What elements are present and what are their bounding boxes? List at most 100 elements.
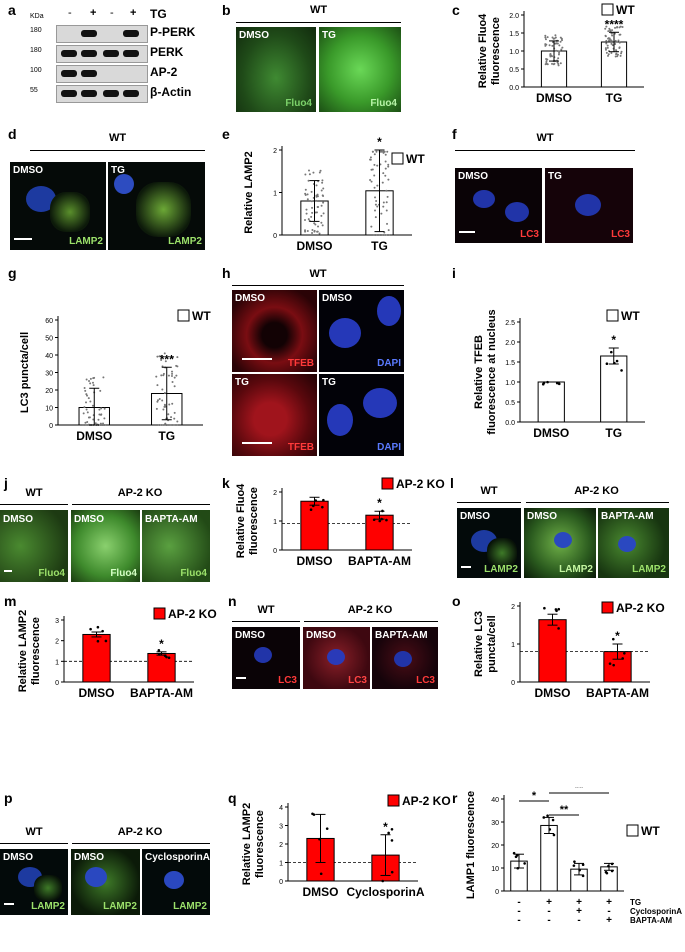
data-point xyxy=(374,209,377,212)
significance-marker: ** xyxy=(575,787,584,794)
group-underline xyxy=(0,504,68,505)
treatment-sign: - xyxy=(517,897,520,908)
data-point xyxy=(371,150,374,153)
data-point xyxy=(96,625,100,629)
data-point xyxy=(615,49,618,52)
bar xyxy=(603,651,632,683)
data-point xyxy=(320,214,323,217)
data-point xyxy=(608,662,612,665)
y-axis-label: LC3 puncta/cell xyxy=(19,332,31,413)
data-point xyxy=(89,382,92,385)
micrograph-condition-label: DMSO xyxy=(239,30,269,41)
y-tick-label: 40 xyxy=(491,797,499,804)
data-point xyxy=(620,52,623,55)
y-tick-label: 0.5 xyxy=(509,67,519,74)
x-category-label: DMSO xyxy=(536,91,572,105)
data-point xyxy=(171,424,174,426)
y-tick-label: 0.0 xyxy=(505,420,515,427)
y-tick-label: 30 xyxy=(45,371,53,378)
micrograph-condition-label: DMSO xyxy=(3,514,33,525)
treatment-sign: - xyxy=(577,915,580,926)
legend-swatch xyxy=(601,601,614,614)
micrograph-stain-label: Fluo4 xyxy=(38,568,65,579)
micrograph-tfeb-dmso: DMSO TFEB xyxy=(232,290,317,372)
data-point xyxy=(155,407,158,410)
data-point xyxy=(557,64,560,67)
data-point xyxy=(304,229,307,232)
group-header-wt: WT xyxy=(257,604,275,616)
data-point xyxy=(620,50,623,53)
micrograph-stain-label: LAMP2 xyxy=(484,564,518,575)
panel-label-i: i xyxy=(452,265,456,281)
data-point xyxy=(382,172,385,175)
group-underline xyxy=(30,150,205,151)
data-point xyxy=(553,62,556,65)
micrograph-stain-label: LAMP2 xyxy=(168,236,202,247)
y-tick-label: 0.5 xyxy=(505,400,515,407)
data-point xyxy=(101,629,104,633)
data-point xyxy=(86,424,89,426)
micrograph-condition-label: TG xyxy=(111,165,125,176)
group-underline xyxy=(72,843,210,844)
y-tick-label: 0 xyxy=(273,548,277,555)
panel-label-p: p xyxy=(4,790,13,806)
data-point xyxy=(315,211,318,214)
data-point xyxy=(317,206,320,209)
y-axis-label: puncta/cell xyxy=(486,615,498,672)
data-point xyxy=(545,60,548,63)
data-point xyxy=(551,818,555,822)
bar xyxy=(82,633,111,683)
data-point xyxy=(161,399,164,402)
y-tick-label: 1.5 xyxy=(509,31,519,38)
group-underline xyxy=(236,22,401,23)
data-point xyxy=(85,378,88,381)
bar xyxy=(147,652,176,683)
data-point xyxy=(616,40,619,43)
y-tick-label: 2.5 xyxy=(505,320,515,327)
tg-label: TG xyxy=(150,7,167,21)
legend-swatch xyxy=(381,477,394,490)
blot-strip-perk xyxy=(56,45,148,63)
data-point xyxy=(315,199,318,202)
micrograph-condition-label: DMSO xyxy=(3,852,33,863)
micrograph-lamp2-wt: DMSO LAMP2 xyxy=(0,849,68,915)
group-underline xyxy=(304,621,438,622)
data-point xyxy=(386,222,389,225)
data-point xyxy=(158,398,161,401)
data-point xyxy=(554,36,557,39)
data-point xyxy=(160,374,163,377)
data-point xyxy=(321,179,324,182)
data-point xyxy=(167,374,170,377)
data-point xyxy=(98,413,101,416)
panel-label-g: g xyxy=(8,265,17,281)
data-point xyxy=(605,51,608,54)
data-point xyxy=(614,39,617,42)
data-point xyxy=(164,405,167,408)
significance-marker: * xyxy=(615,629,620,643)
data-point xyxy=(621,25,624,28)
data-point xyxy=(604,35,607,38)
legend-swatch xyxy=(601,3,614,16)
data-point xyxy=(173,411,176,414)
data-point xyxy=(376,164,379,167)
significance-marker: ** xyxy=(560,804,569,816)
y-tick-label: 0 xyxy=(273,233,277,240)
data-point xyxy=(614,55,617,58)
micrograph-stain-label: LAMP2 xyxy=(103,901,137,912)
chart-lc3-puncta-wt: 0 10 20 30 40 50 60 LC3 puncta/cell DMSO *** TG WT xyxy=(19,309,211,443)
data-point xyxy=(572,864,576,867)
x-category-label: DMSO xyxy=(303,885,339,899)
data-point xyxy=(175,424,178,426)
data-point xyxy=(311,211,314,214)
data-point xyxy=(555,609,558,613)
data-point xyxy=(620,369,623,372)
treatment-sign: + xyxy=(576,897,582,908)
micrograph-fluo4-ko-dmso: DMSO Fluo4 xyxy=(71,510,140,582)
data-point xyxy=(322,194,325,197)
y-tick-label: 0 xyxy=(279,879,283,886)
micrograph-lc3-tg: TG LC3 xyxy=(545,168,633,243)
data-point xyxy=(616,53,619,56)
panel-label-k: k xyxy=(222,475,230,491)
data-point xyxy=(556,42,559,45)
